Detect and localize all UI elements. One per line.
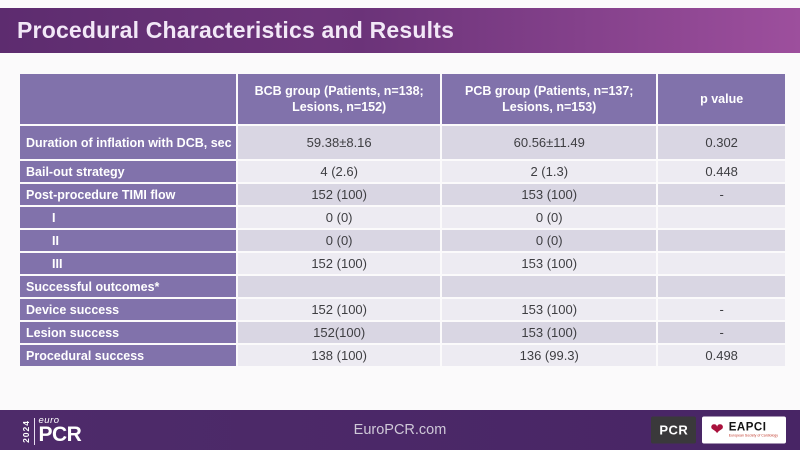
eapci-tagline: European Society of Cardiology bbox=[728, 433, 778, 438]
pcb-value-cell: 136 (99.3) bbox=[442, 345, 657, 366]
bcb-value-cell: 0 (0) bbox=[238, 207, 441, 228]
bcb-value-cell: 138 (100) bbox=[238, 345, 441, 366]
pvalue-cell: 0.498 bbox=[658, 345, 785, 366]
row-label: III bbox=[20, 253, 237, 274]
bcb-value-cell: 4 (2.6) bbox=[238, 161, 441, 182]
row-label: Post-procedure TIMI flow bbox=[20, 184, 237, 205]
footer: 2024 euro PCR EuroPCR.com PCR ❤ EAPCI Eu… bbox=[0, 410, 800, 450]
pcb-value-cell: 0 (0) bbox=[442, 230, 657, 251]
pvalue-cell: 0.448 bbox=[658, 161, 785, 182]
row-label: Duration of inflation with DCB, sec bbox=[20, 126, 237, 159]
row-label: Lesion success bbox=[20, 322, 237, 343]
pvalue-cell: - bbox=[658, 184, 785, 205]
column-header-pvalue: p value bbox=[658, 74, 785, 124]
bcb-value-cell: 0 (0) bbox=[238, 230, 441, 251]
pcb-value-cell: 2 (1.3) bbox=[442, 161, 657, 182]
row-label: Device success bbox=[20, 299, 237, 320]
bcb-value-cell: 152 (100) bbox=[238, 184, 441, 205]
pcr-logo: PCR bbox=[651, 416, 697, 444]
europcr-logo: 2024 euro PCR bbox=[21, 414, 82, 447]
pcb-value-cell: 0 (0) bbox=[442, 207, 657, 228]
pvalue-cell bbox=[658, 230, 785, 251]
pcb-value-cell: 153 (100) bbox=[442, 299, 657, 320]
europcr-logo-euro: euro bbox=[38, 414, 60, 426]
table-row: Bail-out strategy 4 (2.6) 2 (1.3) 0.448 bbox=[20, 161, 785, 182]
pvalue-cell bbox=[658, 207, 785, 228]
column-header-bcb: BCB group (Patients, n=138; Lesions, n=1… bbox=[238, 74, 441, 124]
europcr-logo-pcr: PCR bbox=[38, 423, 82, 447]
heart-icon: ❤ bbox=[710, 421, 724, 438]
pcb-value-cell bbox=[442, 276, 657, 297]
table-row: Lesion success 152(100) 153 (100) - bbox=[20, 322, 785, 343]
table-row: III 152 (100) 153 (100) bbox=[20, 253, 785, 274]
pvalue-cell: - bbox=[658, 322, 785, 343]
table-row: Procedural success 138 (100) 136 (99.3) … bbox=[20, 345, 785, 366]
eapci-logo: ❤ EAPCI European Society of Cardiology bbox=[702, 416, 786, 444]
row-label: Procedural success bbox=[20, 345, 237, 366]
title-bar: Procedural Characteristics and Results bbox=[0, 8, 800, 53]
bcb-value-cell: 152 (100) bbox=[238, 253, 441, 274]
pvalue-cell bbox=[658, 276, 785, 297]
row-label: I bbox=[20, 207, 237, 228]
bcb-value-cell: 152 (100) bbox=[238, 299, 441, 320]
table-row: II 0 (0) 0 (0) bbox=[20, 230, 785, 251]
page-title: Procedural Characteristics and Results bbox=[17, 17, 455, 43]
row-label: Successful outcomes* bbox=[20, 276, 237, 297]
pcb-value-cell: 153 (100) bbox=[442, 322, 657, 343]
table-row: Device success 152 (100) 153 (100) - bbox=[20, 299, 785, 320]
row-label: Bail-out strategy bbox=[20, 161, 237, 182]
pcb-value-cell: 153 (100) bbox=[442, 253, 657, 274]
results-table: BCB group (Patients, n=138; Lesions, n=1… bbox=[18, 72, 787, 368]
bcb-value-cell: 152(100) bbox=[238, 322, 441, 343]
table-row: Successful outcomes* bbox=[20, 276, 785, 297]
column-header-pcb: PCB group (Patients, n=137; Lesions, n=1… bbox=[442, 74, 657, 124]
table-row: Duration of inflation with DCB, sec 59.3… bbox=[20, 126, 785, 159]
pcb-value-cell: 153 (100) bbox=[442, 184, 657, 205]
pvalue-cell: 0.302 bbox=[658, 126, 785, 159]
eapci-name: EAPCI bbox=[728, 421, 767, 434]
bcb-value-cell bbox=[238, 276, 441, 297]
pcb-value-cell: 60.56±11.49 bbox=[442, 126, 657, 159]
row-label: II bbox=[20, 230, 237, 251]
footer-right-logos: PCR ❤ EAPCI European Society of Cardiolo… bbox=[651, 416, 786, 444]
website-text: EuroPCR.com bbox=[353, 422, 447, 438]
table-header-row: BCB group (Patients, n=138; Lesions, n=1… bbox=[20, 74, 785, 124]
pvalue-cell: - bbox=[658, 299, 785, 320]
bcb-value-cell: 59.38±8.16 bbox=[238, 126, 441, 159]
logo-divider bbox=[33, 418, 35, 445]
table-row: I 0 (0) 0 (0) bbox=[20, 207, 785, 228]
column-header-empty bbox=[20, 74, 237, 124]
table-row: Post-procedure TIMI flow 152 (100) 153 (… bbox=[20, 184, 785, 205]
pvalue-cell bbox=[658, 253, 785, 274]
